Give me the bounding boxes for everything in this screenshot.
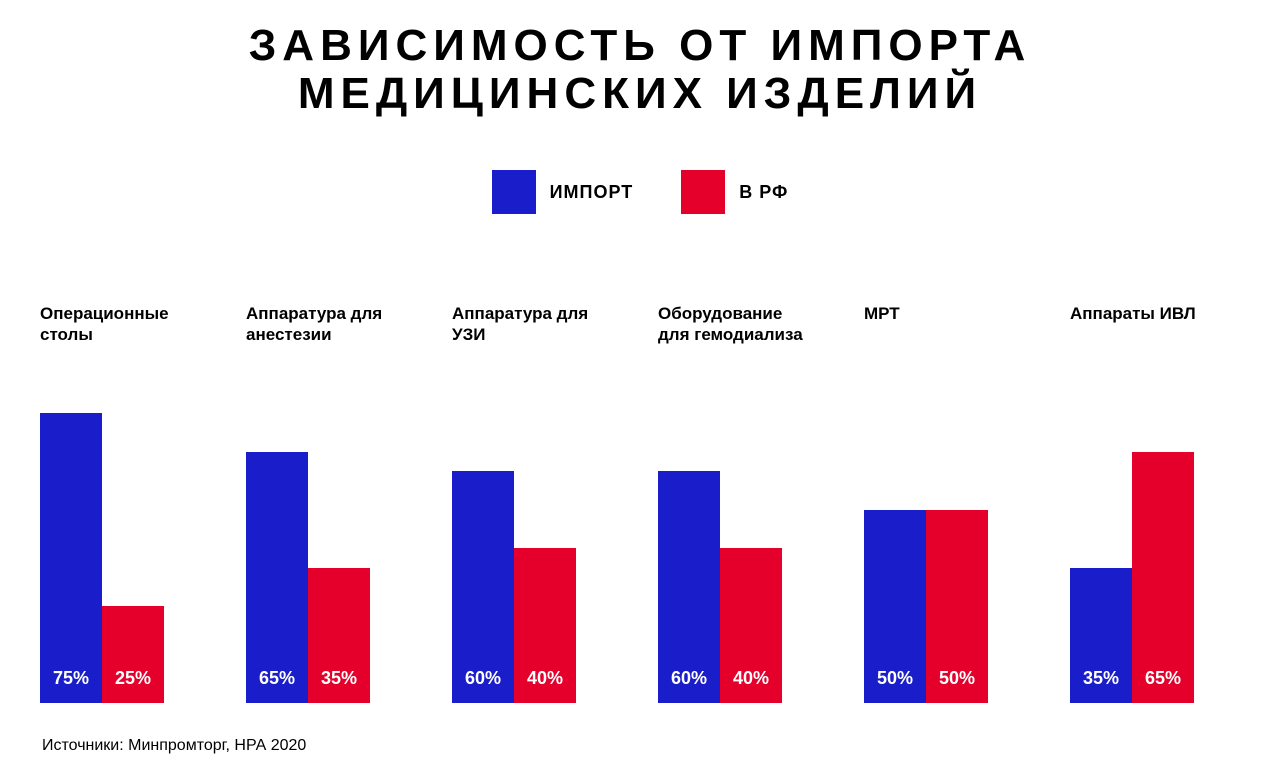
legend-item-domestic: В РФ: [681, 170, 788, 214]
category-label: Аппараты ИВЛ: [1070, 303, 1240, 363]
bar-value: 60%: [465, 668, 501, 703]
bar-value: 35%: [321, 668, 357, 703]
bar-import: 75%: [40, 413, 102, 703]
legend-item-import: ИМПОРТ: [492, 170, 634, 214]
legend: ИМПОРТ В РФ: [0, 170, 1280, 214]
bar-pair: 75% 25%: [40, 399, 210, 703]
bar-import: 35%: [1070, 568, 1132, 703]
bar-pair: 50% 50%: [864, 399, 1034, 703]
chart-group: МРТ 50% 50%: [864, 303, 1034, 703]
bar-pair: 60% 40%: [452, 399, 622, 703]
category-label: Аппаратура для анестезии: [246, 303, 416, 363]
bar-value: 65%: [1145, 668, 1181, 703]
bar-pair: 60% 40%: [658, 399, 828, 703]
bar-import: 60%: [658, 471, 720, 703]
bar-import: 50%: [864, 510, 926, 703]
bar-domestic: 50%: [926, 510, 988, 703]
bar-value: 60%: [671, 668, 707, 703]
bar-value: 65%: [259, 668, 295, 703]
bar-pair: 35% 65%: [1070, 399, 1240, 703]
bar-domestic: 25%: [102, 606, 164, 703]
category-label: Оборудование для гемодиализа: [658, 303, 828, 363]
bar-domestic: 35%: [308, 568, 370, 703]
chart-group: Оборудование для гемодиализа 60% 40%: [658, 303, 828, 703]
chart-group: Операционные столы 75% 25%: [40, 303, 210, 703]
bar-domestic: 40%: [514, 548, 576, 703]
chart-group: Аппаратура для УЗИ 60% 40%: [452, 303, 622, 703]
legend-swatch-domestic: [681, 170, 725, 214]
source-text: Источники: Минпромторг, НРА 2020: [42, 737, 306, 755]
category-label: МРТ: [864, 303, 1034, 363]
bar-pair: 65% 35%: [246, 399, 416, 703]
bar-value: 25%: [115, 668, 151, 703]
category-label: Операционные столы: [40, 303, 210, 363]
legend-swatch-import: [492, 170, 536, 214]
bar-domestic: 65%: [1132, 452, 1194, 703]
bar-value: 50%: [877, 668, 913, 703]
chart-group: Аппараты ИВЛ 35% 65%: [1070, 303, 1240, 703]
bar-import: 65%: [246, 452, 308, 703]
chart-group: Аппаратура для анестезии 65% 35%: [246, 303, 416, 703]
bar-value: 40%: [527, 668, 563, 703]
bar-domestic: 40%: [720, 548, 782, 703]
bar-import: 60%: [452, 471, 514, 703]
legend-label-domestic: В РФ: [739, 182, 788, 203]
bar-value: 75%: [53, 668, 89, 703]
bar-value: 35%: [1083, 668, 1119, 703]
bar-value: 50%: [939, 668, 975, 703]
legend-label-import: ИМПОРТ: [550, 182, 634, 203]
bar-chart: Операционные столы 75% 25% Аппаратура дл…: [40, 303, 1240, 703]
category-label: Аппаратура для УЗИ: [452, 303, 622, 363]
bar-value: 40%: [733, 668, 769, 703]
page: ЗАВИСИМОСТЬ ОТ ИМПОРТА МЕДИЦИНСКИХ ИЗДЕЛ…: [0, 0, 1280, 773]
chart-title: ЗАВИСИМОСТЬ ОТ ИМПОРТА МЕДИЦИНСКИХ ИЗДЕЛ…: [0, 22, 1280, 119]
